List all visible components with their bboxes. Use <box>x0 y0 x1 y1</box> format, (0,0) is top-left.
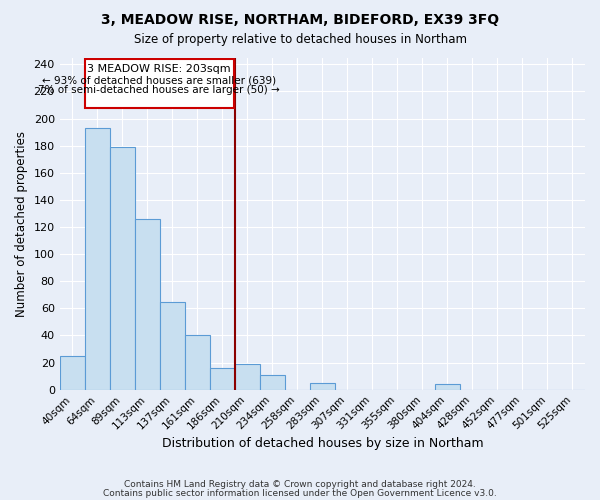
Bar <box>235 364 260 390</box>
Text: Size of property relative to detached houses in Northam: Size of property relative to detached ho… <box>133 32 467 46</box>
Bar <box>59 356 85 390</box>
Text: 3 MEADOW RISE: 203sqm: 3 MEADOW RISE: 203sqm <box>87 64 231 74</box>
Text: ← 93% of detached houses are smaller (639): ← 93% of detached houses are smaller (63… <box>42 75 276 85</box>
Text: Contains HM Land Registry data © Crown copyright and database right 2024.: Contains HM Land Registry data © Crown c… <box>124 480 476 489</box>
Bar <box>85 128 110 390</box>
Bar <box>435 384 460 390</box>
Text: 7% of semi-detached houses are larger (50) →: 7% of semi-detached houses are larger (5… <box>38 84 280 94</box>
Text: 3, MEADOW RISE, NORTHAM, BIDEFORD, EX39 3FQ: 3, MEADOW RISE, NORTHAM, BIDEFORD, EX39 … <box>101 12 499 26</box>
Bar <box>135 219 160 390</box>
Bar <box>210 368 235 390</box>
Bar <box>160 302 185 390</box>
Text: Contains public sector information licensed under the Open Government Licence v3: Contains public sector information licen… <box>103 489 497 498</box>
FancyBboxPatch shape <box>85 59 233 108</box>
Bar <box>110 147 135 390</box>
Y-axis label: Number of detached properties: Number of detached properties <box>15 130 28 316</box>
Bar <box>260 375 285 390</box>
Bar <box>185 336 210 390</box>
Bar <box>310 383 335 390</box>
X-axis label: Distribution of detached houses by size in Northam: Distribution of detached houses by size … <box>161 437 483 450</box>
